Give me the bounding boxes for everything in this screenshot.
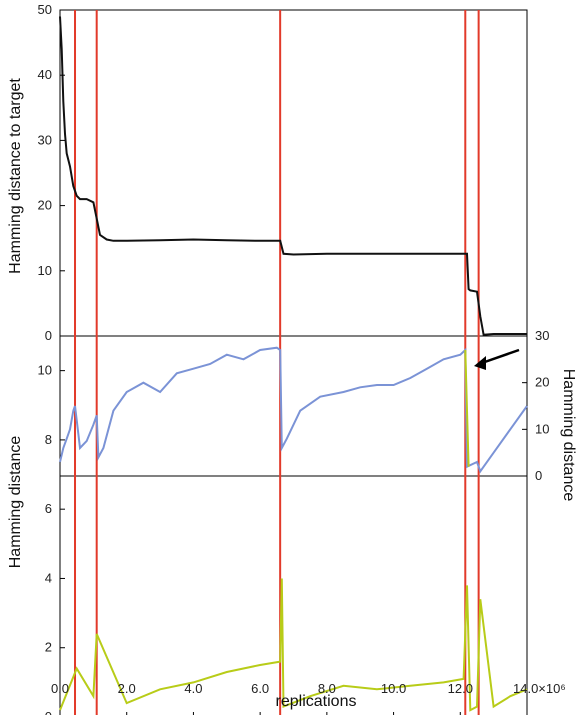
x-tick-label-1: 2.0 (118, 681, 136, 696)
top-series-group (59, 16, 527, 336)
x-tick-label-5: 10.0 (381, 681, 406, 696)
x-tick-label-4: 8.0 (318, 681, 336, 696)
y-axis-right: 0 10 20 30 (522, 328, 549, 483)
middle-series-1 (464, 349, 470, 467)
x-tick-label-3: 6.0 (251, 681, 269, 696)
y-axis-bottom: 0 2 4 6 8 10 (38, 363, 65, 715)
y-axis-title-right: Hamming distance (560, 369, 577, 502)
y2-tick-label-0: 0 (535, 468, 542, 483)
bottom-series-0 (59, 578, 528, 712)
top-series-0 (59, 16, 527, 336)
frame (59, 9, 528, 715)
y-top-tick-label-3: 30 (38, 132, 52, 147)
y2-tick-label-1: 10 (535, 421, 549, 436)
y-top-tick-label-5: 50 (38, 2, 52, 17)
y2-tick-label-3: 30 (535, 328, 549, 343)
red-lines-group (74, 10, 480, 715)
x-tick-label-2: 4.0 (184, 681, 202, 696)
y-bottom-tick-label-0: 0 (45, 709, 52, 715)
y-bottom-tick-label-4: 8 (45, 432, 52, 447)
y-axis-title-left-bottom: Hamming distance (7, 436, 24, 569)
middle-series-group (59, 346, 528, 474)
x-tick-label-7: 14.0×10⁶ (513, 681, 566, 696)
y-bottom-tick-label-2: 4 (45, 570, 52, 585)
bottom-series-group (59, 578, 528, 712)
y-axis-title-top: Hamming distance to target (7, 78, 24, 274)
y-top-tick-label-0: 0 (45, 328, 52, 343)
middle-series-0 (59, 346, 528, 474)
y-top-tick-label-2: 20 (38, 198, 52, 213)
y2-tick-label-2: 20 (535, 375, 549, 390)
x-axis: 0.0 2.0 4.0 6.0 8.0 10.0 12.0 14.0×10⁶ (51, 681, 566, 715)
y-bottom-tick-label-5: 10 (38, 363, 52, 378)
y-axis-top: 0 10 20 30 40 50 (38, 2, 65, 343)
y-bottom-tick-label-3: 6 (45, 501, 52, 516)
x-tick-label-6: 12.0 (448, 681, 473, 696)
y-bottom-tick-label-1: 2 (45, 640, 52, 655)
x-tick-label-0: 0.0 (51, 681, 69, 696)
annotation-arrow (474, 348, 520, 370)
y-top-tick-label-4: 40 (38, 67, 52, 82)
y-top-tick-label-1: 10 (38, 263, 52, 278)
x-axis-title: replications (276, 693, 357, 710)
